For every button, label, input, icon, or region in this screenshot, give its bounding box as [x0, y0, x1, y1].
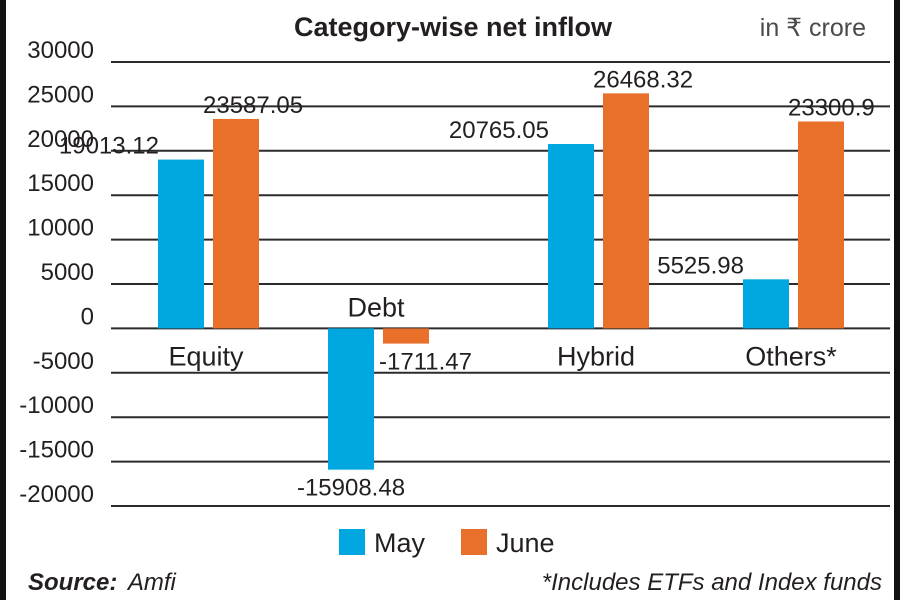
- value-label-may-debt: -15908.48: [297, 475, 405, 502]
- category-label-hybrid: Hybrid: [557, 341, 635, 371]
- bars: [158, 93, 844, 470]
- value-label-may-others: 5525.98: [657, 252, 744, 279]
- category-label-others: Others*: [745, 341, 837, 371]
- bar-may-debt: [328, 328, 374, 470]
- y-tick-label: -20000: [19, 481, 94, 508]
- bar-june-equity: [213, 118, 259, 329]
- chart-title: Category-wise net inflow: [294, 12, 613, 42]
- legend-swatch-june: [461, 529, 487, 555]
- source-label: Source:: [28, 569, 117, 596]
- footnote: *Includes ETFs and Index funds: [542, 569, 882, 596]
- value-label-june-others: 23300.9: [788, 94, 875, 121]
- source-line: Source: Amfi: [28, 569, 176, 596]
- source-value: Amfi: [126, 569, 177, 596]
- y-tick-label: 20000: [27, 126, 94, 153]
- y-tick-label: -15000: [19, 437, 94, 464]
- value-label-june-debt: -1711.47: [379, 349, 472, 376]
- y-axis-ticks: 30000 25000 20000 15000 10000 5000 0 -5000 -1000…: [19, 37, 94, 508]
- value-label-may-equity: 19013.12: [59, 133, 159, 160]
- data-labels: 19013.12 23587.05 -15908.48 -1711.47 20765.0…: [59, 66, 875, 501]
- legend-label-may: May: [374, 528, 426, 558]
- bar-june-hybrid: [603, 93, 649, 329]
- legend-swatch-may: [339, 529, 365, 555]
- legend: May June: [339, 528, 555, 558]
- y-tick-label: 10000: [27, 215, 94, 242]
- value-label-june-equity: 23587.05: [203, 92, 303, 119]
- value-label-may-hybrid: 20765.05: [449, 117, 549, 144]
- legend-label-june: June: [496, 528, 555, 558]
- value-label-june-hybrid: 26468.32: [593, 66, 693, 93]
- bar-chart: Category-wise net inflow in ₹ crore 3000…: [19, 12, 890, 596]
- y-tick-label: 5000: [41, 259, 94, 286]
- unit-label: in ₹ crore: [760, 14, 866, 42]
- y-tick-label: 30000: [27, 37, 94, 64]
- bar-may-equity: [158, 159, 204, 329]
- bar-may-hybrid: [548, 144, 594, 329]
- bar-june-others: [798, 121, 844, 329]
- y-tick-label: 25000: [27, 81, 94, 108]
- y-tick-label: -10000: [19, 392, 94, 419]
- category-label-equity: Equity: [168, 341, 244, 371]
- bar-may-others: [743, 279, 789, 329]
- y-tick-label: 0: [81, 303, 94, 330]
- y-tick-label: 15000: [27, 170, 94, 197]
- bar-june-debt: [383, 328, 429, 344]
- category-label-debt: Debt: [347, 292, 405, 322]
- category-labels: Equity Debt Hybrid Others*: [168, 292, 837, 371]
- y-tick-label: -5000: [33, 348, 94, 375]
